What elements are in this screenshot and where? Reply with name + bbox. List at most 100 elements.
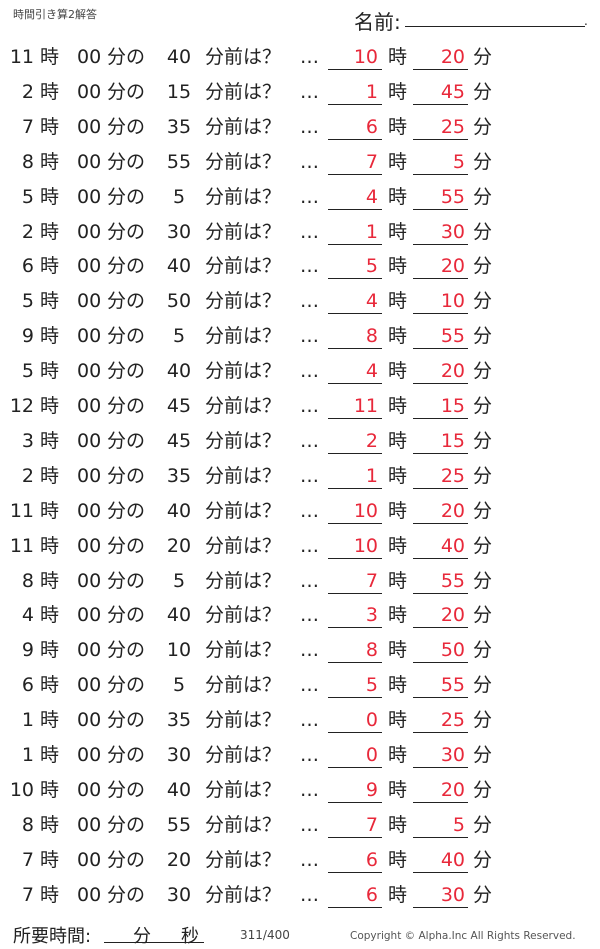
ellipsis: … (300, 325, 319, 348)
answer-hour: 8 (365, 639, 378, 662)
ellipsis: … (300, 150, 319, 173)
answer-minute-label: 分 (473, 395, 493, 417)
answer-hour-line (328, 557, 382, 559)
answer-minute-label: 分 (473, 464, 493, 487)
hour-value: 11 (9, 499, 34, 522)
answer-hour-line (328, 452, 382, 454)
answer-hour: 0 (365, 744, 378, 766)
answer-minute-label: 分 (473, 290, 493, 313)
answer-hour-line (328, 592, 382, 594)
answer-hour-label: 時 (388, 325, 408, 348)
minutes-before-value: 10 (166, 639, 192, 662)
zero-minutes: 00 (77, 569, 102, 592)
zero-minutes: 00 (77, 604, 102, 627)
ellipsis: … (300, 639, 319, 662)
answer-minute-line (413, 138, 468, 140)
answer-minute: 55 (440, 674, 465, 697)
answer-minute-line (413, 801, 468, 803)
hour-value: 10 (9, 778, 34, 801)
minutes-before-value: 30 (166, 744, 192, 766)
problem-row: 7 時 00 分の 30 分前は？… 6 時 30 分 (0, 883, 600, 918)
ellipsis: … (300, 429, 319, 452)
zero-minutes: 00 (77, 848, 102, 871)
minute-of-label: 分の (107, 499, 146, 522)
hour-label: 時 (40, 185, 60, 208)
answer-minute: 30 (440, 744, 465, 766)
minutes-before-label: 分前は？ (205, 744, 282, 766)
minute-of-label: 分の (107, 813, 146, 836)
minutes-before-value: 5 (172, 325, 186, 348)
minute-of-label: 分の (107, 778, 146, 801)
minutes-before-label: 分前は？ (205, 255, 282, 278)
answer-hour-line (328, 103, 382, 105)
minutes-before-value: 40 (166, 46, 192, 68)
hour-value: 2 (21, 220, 34, 243)
answer-hour-label: 時 (388, 220, 408, 243)
answer-minute-line (413, 522, 468, 524)
answer-hour-label: 時 (388, 360, 408, 383)
problem-row: 11 時 00 分の 20 分前は？ … 10 時 40 分 (0, 534, 600, 569)
minutes-before-label: 分前は？ (205, 115, 282, 138)
answer-hour: 6 (365, 848, 378, 871)
answer-hour: 4 (365, 290, 378, 313)
minutes-before-value: 35 (166, 709, 192, 732)
minute-of-label: 分の (107, 80, 146, 103)
minute-of-label: 分の (107, 360, 146, 383)
minutes-before-label: 分前は？ (205, 80, 282, 103)
ellipsis: … (300, 744, 319, 766)
answer-hour-line (328, 662, 382, 664)
minutes-before-label: 分前は？ (205, 46, 282, 68)
hour-label: 時 (40, 778, 60, 801)
ellipsis: … (300, 534, 319, 557)
hour-value: 12 (9, 395, 34, 417)
zero-minutes: 00 (77, 46, 102, 68)
hour-value: 8 (21, 813, 34, 836)
answer-minute: 20 (440, 360, 465, 383)
zero-minutes: 00 (77, 499, 102, 522)
minutes-before-label: 分前は？ (205, 674, 282, 697)
answer-minute: 5 (452, 150, 465, 173)
answer-minute-line (413, 557, 468, 559)
zero-minutes: 00 (77, 429, 102, 452)
answer-hour-label: 時 (388, 744, 408, 766)
copyright: Copyright © Alpha.Inc All Rights Reserve… (350, 930, 576, 942)
zero-minutes: 00 (77, 185, 102, 208)
answer-minute-label: 分 (473, 150, 493, 173)
answer-hour-label: 時 (388, 255, 408, 278)
hour-label: 時 (40, 848, 60, 871)
zero-minutes: 00 (77, 80, 102, 103)
minutes-before-label: 分前は？ (205, 395, 282, 417)
minute-of-label: 分の (107, 883, 146, 906)
zero-minutes: 00 (77, 220, 102, 243)
hour-value: 6 (21, 674, 34, 697)
time-seconds-label: 秒 (181, 926, 199, 947)
hour-value: 6 (21, 255, 34, 278)
answer-minute: 30 (440, 220, 465, 243)
answer-hour-label: 時 (388, 848, 408, 871)
answer-hour-line (328, 697, 382, 699)
answer-minute-line (413, 767, 468, 768)
minutes-before-label: 分前は？ (205, 429, 282, 452)
problem-row: 5 時 00 分の 40 分前は？… 4 時 20 分 (0, 359, 600, 394)
answer-hour-label: 時 (388, 534, 408, 557)
zero-minutes: 00 (77, 325, 102, 348)
minutes-before-label: 分前は？ (205, 499, 282, 522)
answer-minute-line (413, 313, 468, 315)
problem-row: 1 時 00 分の 35 分前は？… 0 時 25 分 (0, 708, 600, 743)
answer-minute-label: 分 (473, 744, 493, 766)
answer-minute: 20 (440, 46, 465, 68)
minutes-before-label: 分前は？ (205, 883, 282, 906)
ellipsis: … (300, 360, 319, 383)
minute-of-label: 分の (107, 290, 146, 313)
answer-hour-label: 時 (388, 674, 408, 697)
zero-minutes: 00 (77, 709, 102, 732)
zero-minutes: 00 (77, 674, 102, 697)
answer-hour-line (328, 522, 382, 524)
answer-hour-label: 時 (388, 150, 408, 173)
ellipsis: … (300, 848, 319, 871)
answer-minute-label: 分 (473, 709, 493, 732)
minutes-before-value: 35 (166, 464, 192, 487)
problem-row: 12 時 00 分の 45 分前は？ … 11 時 15 分 (0, 394, 600, 429)
problem-row: 9 時 00 分の 5 分前は？… 8 時 55 分 (0, 324, 600, 359)
answer-hour-line (328, 767, 382, 768)
